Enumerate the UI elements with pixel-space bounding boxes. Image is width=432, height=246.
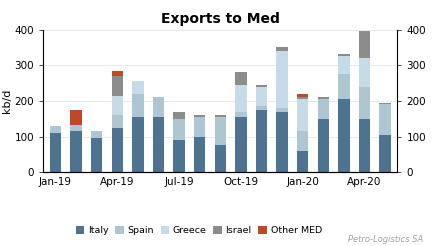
Bar bbox=[379, 135, 391, 172]
Bar bbox=[359, 119, 370, 172]
Bar bbox=[50, 133, 61, 172]
Bar bbox=[359, 58, 370, 87]
Bar bbox=[297, 94, 308, 97]
Bar bbox=[338, 55, 349, 56]
Text: Petro-Logistics SA: Petro-Logistics SA bbox=[348, 234, 423, 244]
Bar bbox=[297, 97, 308, 99]
Bar bbox=[174, 119, 185, 140]
Title: Exports to Med: Exports to Med bbox=[161, 12, 280, 26]
Bar bbox=[276, 112, 288, 172]
Bar bbox=[235, 111, 247, 117]
Bar bbox=[235, 117, 247, 172]
Bar bbox=[50, 126, 61, 133]
Bar bbox=[276, 51, 288, 108]
Bar bbox=[359, 31, 370, 58]
Bar bbox=[153, 97, 164, 117]
Bar bbox=[297, 151, 308, 172]
Bar bbox=[112, 95, 123, 115]
Bar bbox=[318, 119, 329, 172]
Bar bbox=[132, 117, 143, 172]
Bar bbox=[318, 97, 329, 99]
Bar bbox=[215, 145, 226, 172]
Bar bbox=[256, 87, 267, 106]
Bar bbox=[235, 85, 247, 112]
Bar bbox=[338, 99, 349, 172]
Legend: Italy, Spain, Greece, Israel, Other MED: Italy, Spain, Greece, Israel, Other MED bbox=[72, 222, 326, 239]
Bar bbox=[132, 81, 143, 94]
Bar bbox=[276, 108, 288, 112]
Bar bbox=[194, 137, 205, 172]
Bar bbox=[297, 99, 308, 131]
Bar bbox=[112, 76, 123, 95]
Bar bbox=[256, 110, 267, 172]
Bar bbox=[174, 140, 185, 172]
Bar bbox=[112, 128, 123, 172]
Bar bbox=[256, 85, 267, 87]
Bar bbox=[70, 110, 82, 125]
Bar bbox=[379, 104, 391, 135]
Bar bbox=[338, 56, 349, 74]
Bar bbox=[91, 138, 102, 172]
Bar bbox=[215, 115, 226, 117]
Bar bbox=[338, 74, 349, 99]
Bar bbox=[153, 117, 164, 172]
Bar bbox=[70, 125, 82, 131]
Bar bbox=[132, 94, 143, 117]
Bar bbox=[297, 131, 308, 151]
Bar bbox=[112, 115, 123, 128]
Bar bbox=[359, 87, 370, 119]
Bar bbox=[379, 103, 391, 104]
Bar bbox=[194, 115, 205, 117]
Bar bbox=[91, 131, 102, 138]
Bar bbox=[215, 117, 226, 145]
Y-axis label: kb/d: kb/d bbox=[2, 89, 12, 113]
Bar bbox=[174, 112, 185, 119]
Bar bbox=[70, 131, 82, 172]
Bar bbox=[318, 99, 329, 119]
Bar bbox=[256, 106, 267, 110]
Bar bbox=[276, 47, 288, 51]
Bar bbox=[194, 117, 205, 137]
Bar bbox=[235, 72, 247, 85]
Bar bbox=[112, 71, 123, 76]
